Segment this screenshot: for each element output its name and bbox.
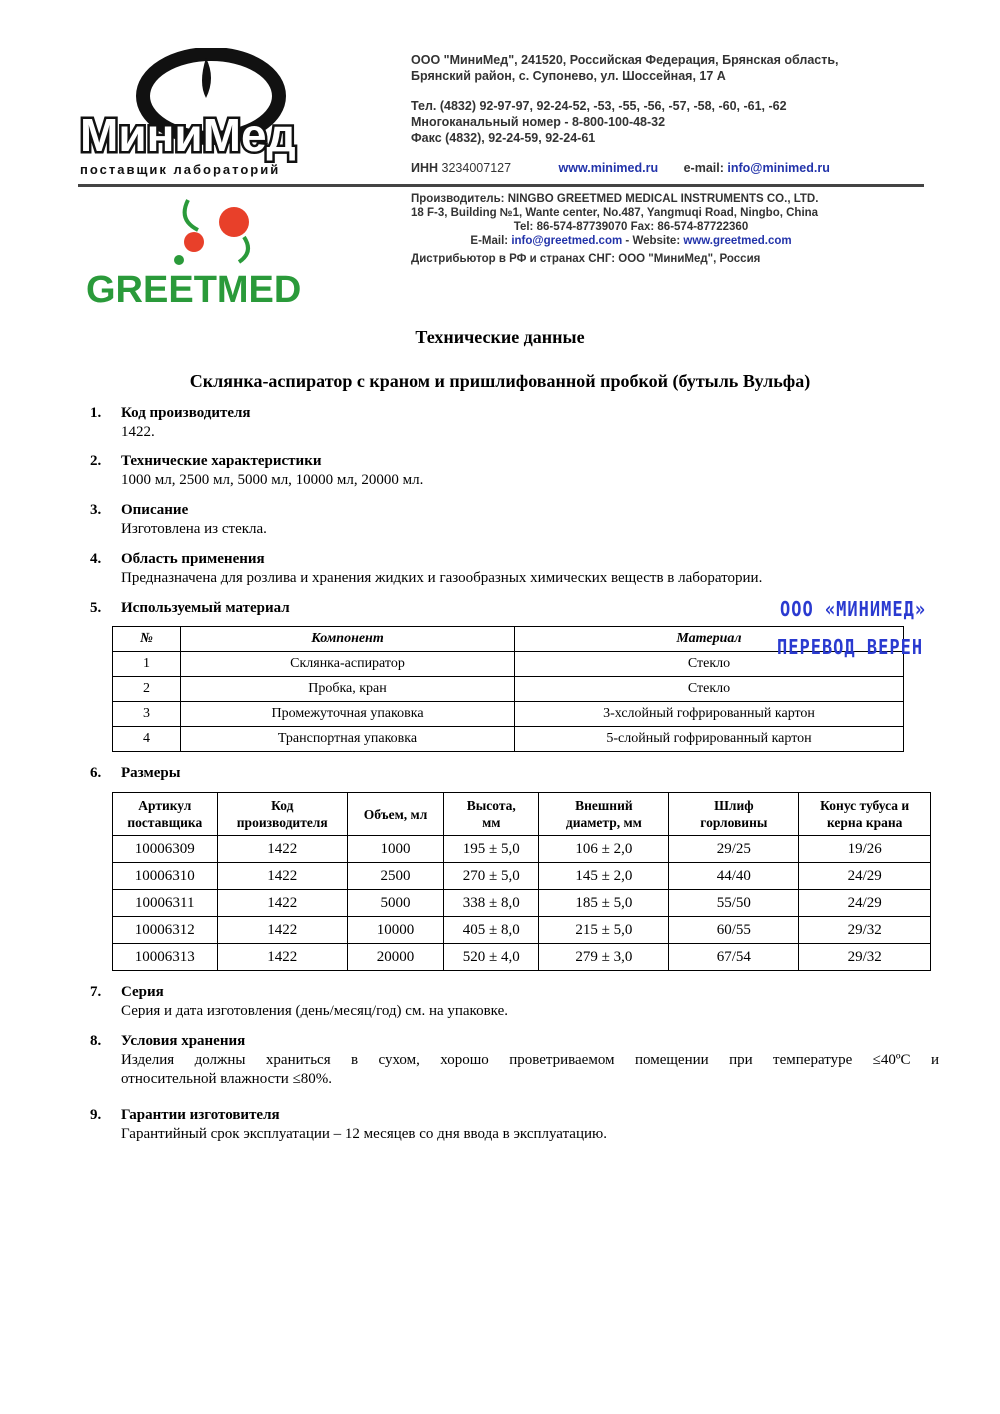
table-cell: 44/40: [668, 862, 800, 890]
table-cell: 1422: [216, 835, 348, 863]
column-header-line: диаметр, мм: [565, 815, 642, 830]
table-cell: 195 ± 5,0: [443, 835, 540, 863]
column-header-line: Код: [271, 798, 294, 813]
table-row: 2 Пробка, кран Стекло: [112, 676, 904, 702]
header-divider: [78, 184, 924, 187]
column-header: Конус тубуса и керна крана: [798, 792, 931, 836]
table-cell: 10006310: [112, 862, 218, 890]
table-cell: 270 ± 5,0: [443, 862, 540, 890]
table-cell: 24/29: [798, 862, 931, 890]
column-header-line: Объем, мл: [363, 806, 428, 822]
mf-website-link[interactable]: www.greetmed.com: [683, 235, 792, 247]
table-row: 10006310 1422 2500 270 ± 5,0 145 ± 2,0 44/40 2…: [112, 862, 931, 890]
dimensions-table: Артикул поставщика Код производителя Объем, …: [112, 792, 931, 971]
column-header: Объем, мл: [346, 792, 445, 836]
column-header-line: поставщика: [127, 815, 203, 830]
table-cell: 2500: [346, 862, 445, 890]
column-header-line: мм: [482, 815, 501, 830]
table-row: 10006312 1422 10000 405 ± 8,0 215 ± 5,0 60/55…: [112, 916, 931, 944]
website-link[interactable]: www.minimed.ru: [558, 161, 659, 175]
table-cell: 10006311: [112, 889, 218, 917]
table-row: 10006311 1422 5000 338 ± 8,0 185 ± 5,0 55/50 2…: [112, 889, 931, 917]
column-header-line: Шлиф: [714, 798, 754, 813]
table-cell: 10006312: [112, 916, 218, 944]
table-cell: 279 ± 3,0: [538, 943, 670, 971]
table-cell: 20000: [346, 943, 445, 971]
table-row: 4 Транспортная упаковка 5-слойный гофриров…: [112, 726, 904, 752]
column-header: Шлиф горловины: [668, 792, 800, 836]
table-cell: 29/32: [798, 943, 931, 971]
column-header-line: производителя: [236, 815, 328, 830]
table-cell: 1422: [216, 916, 348, 944]
table-cell: 215 ± 5,0: [538, 916, 670, 944]
company-phones: Тел. (4832) 92-97-97, 92-24-52, -53, -55…: [411, 99, 787, 145]
svg-text:МиниМед: МиниМед: [80, 109, 296, 161]
company-address: ООО "МиниМед", 241520, Российская Федера…: [411, 53, 839, 83]
column-header-line: Конус тубуса и: [820, 798, 910, 813]
table-cell: 5000: [346, 889, 445, 917]
table-header-row: № Компонент Материал: [112, 626, 904, 652]
table-cell: 1422: [216, 889, 348, 917]
manufacturer-info: Производитель: NINGBO GREETMED MEDICAL I…: [411, 193, 819, 265]
column-header-line: Артикул: [138, 798, 192, 813]
translation-stamp-line2: ПЕРЕВОД ВЕРЕН: [777, 636, 924, 660]
table-cell: 29/32: [798, 916, 931, 944]
table-row: 1 Склянка-аспиратор Стекло: [112, 651, 904, 677]
table-cell: 405 ± 8,0: [443, 916, 540, 944]
column-header-line: горловины: [700, 815, 768, 830]
table-cell: 55/50: [668, 889, 800, 917]
table-row: 10006309 1422 1000 195 ± 5,0 106 ± 2,0 29/25 1…: [112, 835, 931, 863]
table-cell: 10006313: [112, 943, 218, 971]
table-cell: 60/55: [668, 916, 800, 944]
mf-email-link[interactable]: info@greetmed.com: [511, 235, 623, 247]
table-row: 3 Промежуточная упаковка 3-хслойный гофрир…: [112, 701, 904, 727]
table-cell: 106 ± 2,0: [538, 835, 670, 863]
doc-title: Технические данные: [415, 327, 585, 347]
table-cell: 1422: [216, 943, 348, 971]
column-header: Код производителя: [216, 792, 348, 836]
table-cell: 1422: [216, 862, 348, 890]
column-header: Высота, мм: [443, 792, 540, 836]
table-cell: 145 ± 2,0: [538, 862, 670, 890]
table-cell: 185 ± 5,0: [538, 889, 670, 917]
translation-stamp-line1: ООО «МИНИМЕД»: [780, 598, 927, 622]
table-cell: 10000: [346, 916, 445, 944]
table-cell: 1000: [346, 835, 445, 863]
table-cell: 520 ± 4,0: [443, 943, 540, 971]
minimed-logo: МиниМед поставщик лабораторий: [78, 48, 298, 177]
table-cell: 338 ± 8,0: [443, 889, 540, 917]
column-header-line: Внешний: [575, 798, 633, 813]
column-header-line: Высота,: [466, 798, 516, 813]
table-cell: 29/25: [668, 835, 800, 863]
table-header-row: Артикул поставщика Код производителя Объем, …: [112, 792, 931, 836]
greetmed-logo: GREETMED: [86, 199, 301, 307]
table-cell: 67/54: [668, 943, 800, 971]
svg-text:поставщик лабораторий: поставщик лабораторий: [80, 162, 280, 177]
column-header: Внешний диаметр, мм: [538, 792, 670, 836]
column-header-line: керна крана: [826, 815, 903, 830]
table-row: 10006313 1422 20000 520 ± 4,0 279 ± 3,0 67/54…: [112, 943, 931, 971]
svg-text:GREETMED: GREETMED: [86, 269, 301, 307]
table-cell: 10006309: [112, 835, 218, 863]
table-cell: 24/29: [798, 889, 931, 917]
column-header: Артикул поставщика: [112, 792, 218, 836]
product-title: Склянка-аспиратор с краном и пришлифован…: [189, 371, 811, 391]
table-cell: 19/26: [798, 835, 931, 863]
company-contacts: ИНН 3234007127 www.minimed.ru e-mail: in…: [411, 161, 830, 175]
materials-table: № Компонент Материал 1 Склянка-аспиратор Сте…: [112, 626, 904, 752]
email-link[interactable]: info@minimed.ru: [727, 161, 830, 175]
